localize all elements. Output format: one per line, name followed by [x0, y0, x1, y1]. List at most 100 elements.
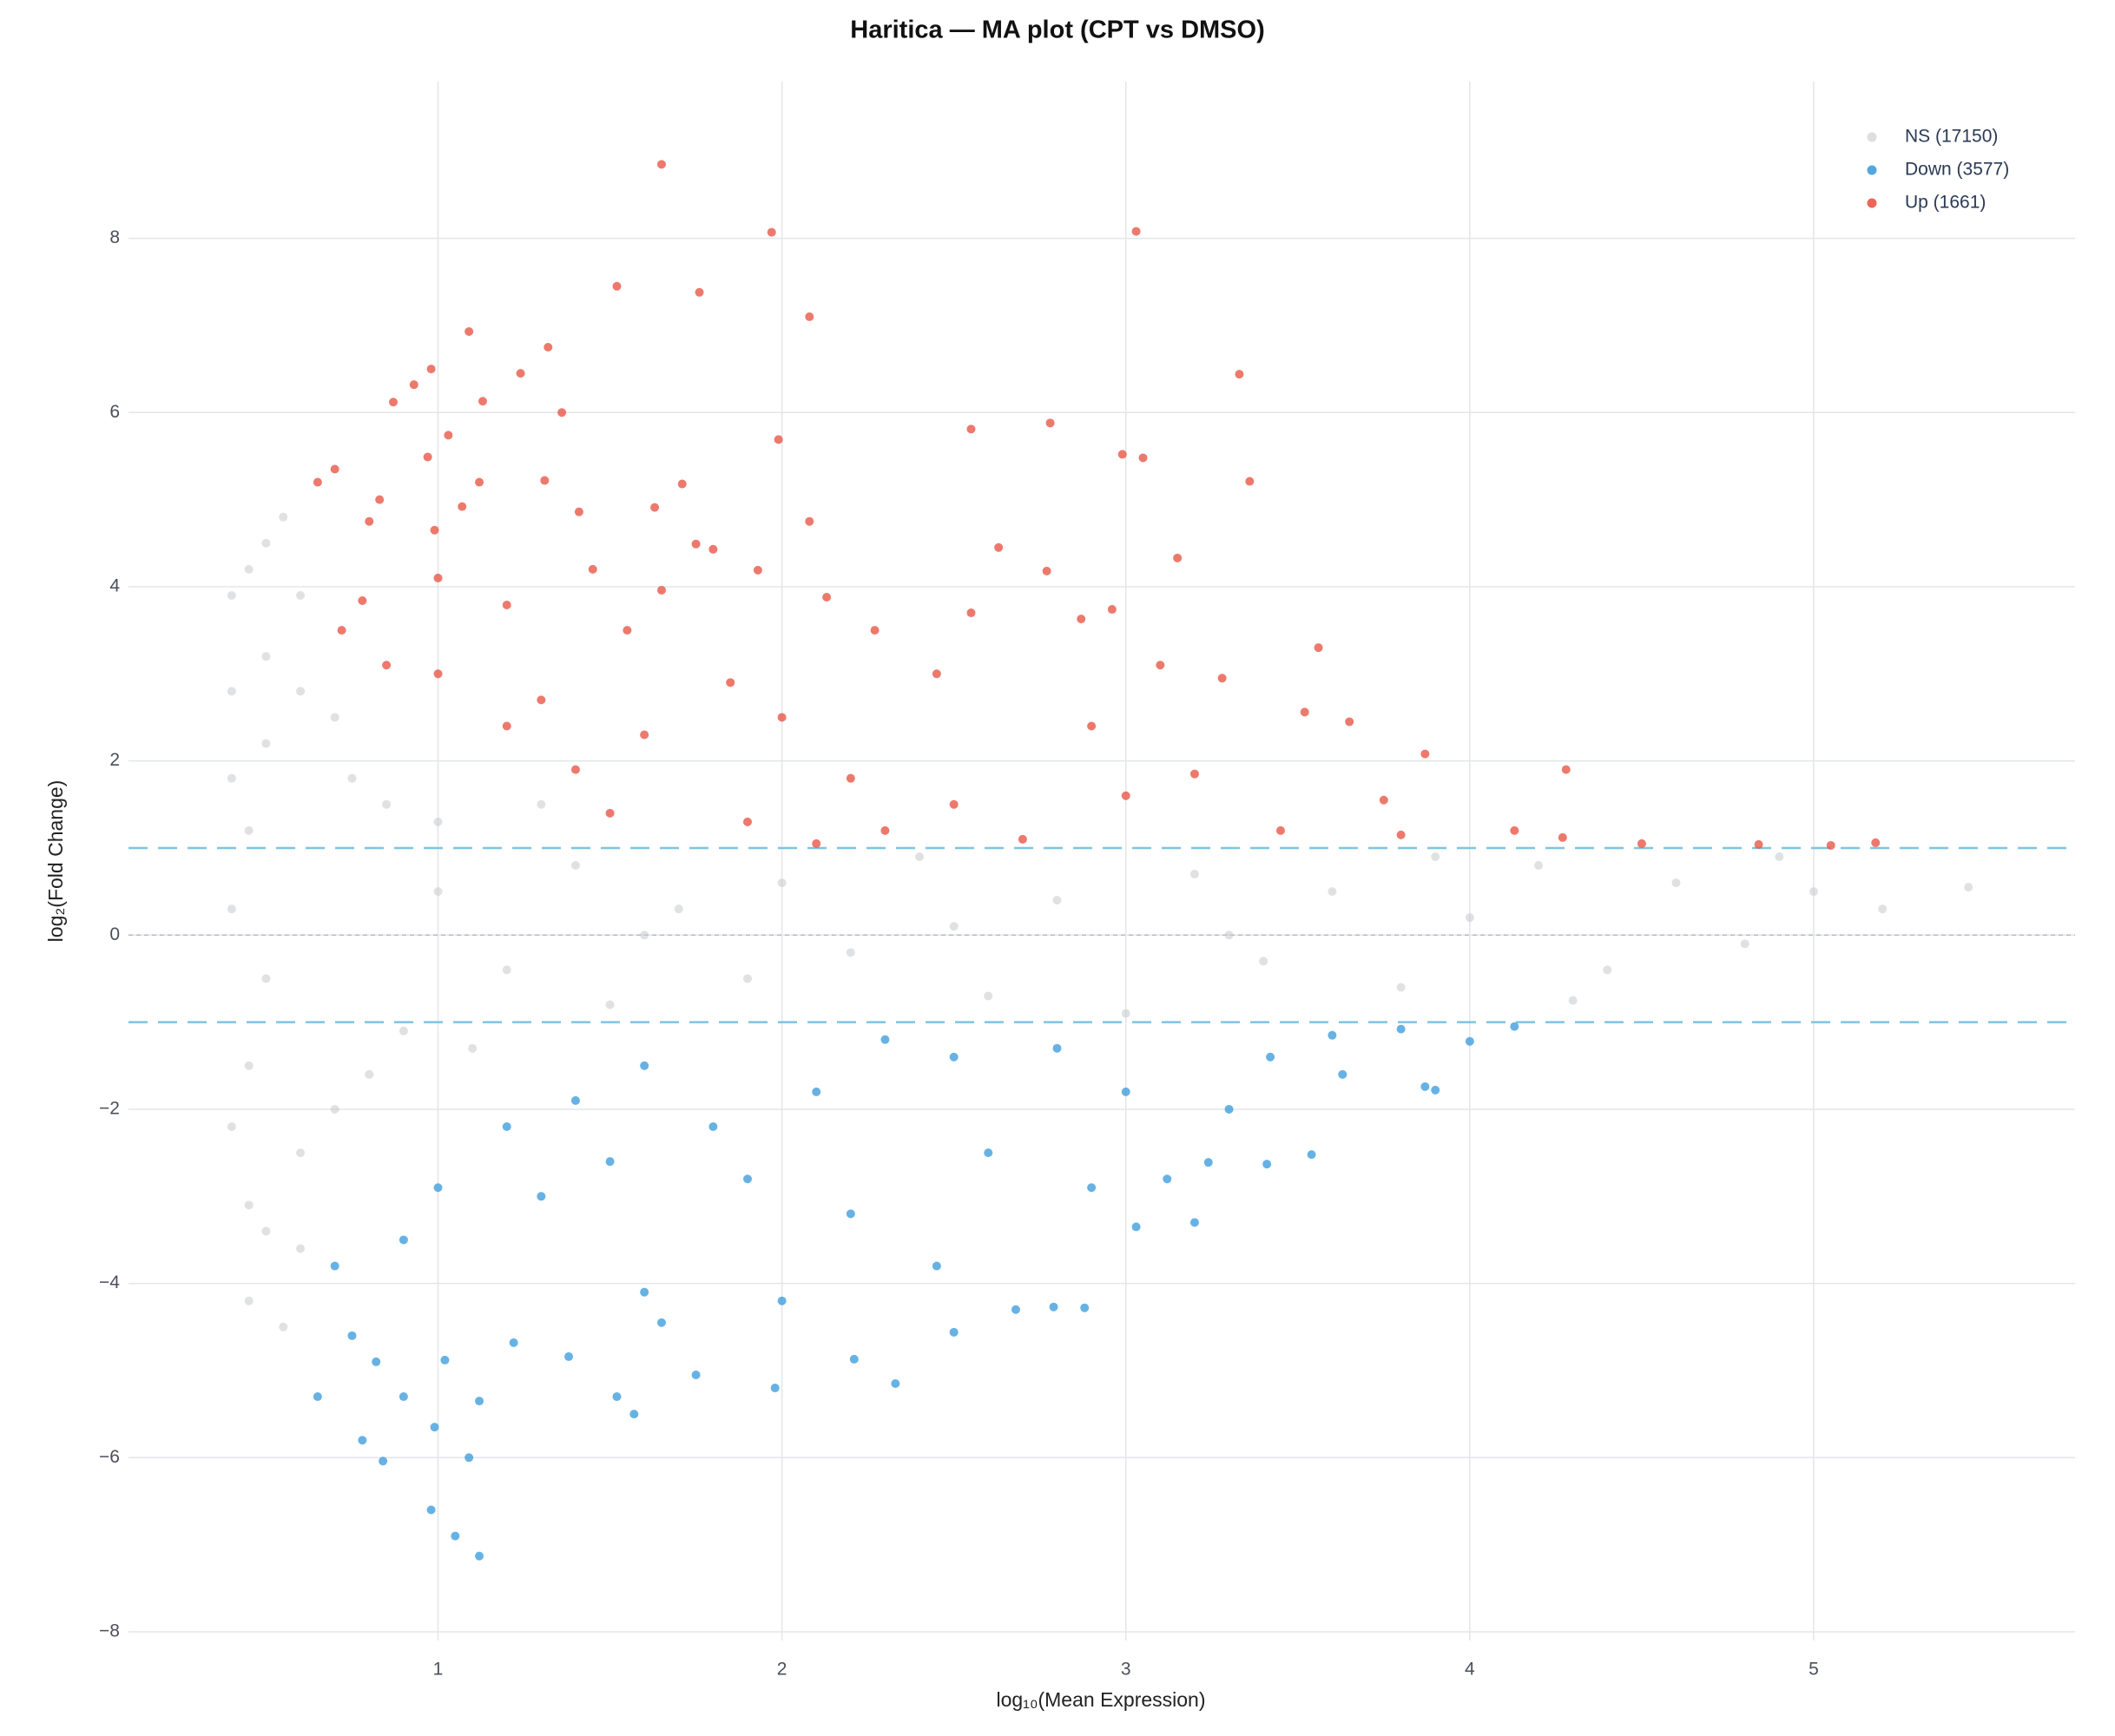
- point: [330, 1104, 339, 1114]
- point: [1300, 707, 1309, 717]
- point: [1396, 830, 1406, 839]
- point: [279, 1322, 288, 1332]
- point: [691, 539, 701, 549]
- point: [440, 1355, 450, 1364]
- point: [949, 799, 959, 809]
- point: [1121, 1087, 1130, 1096]
- point: [1262, 1160, 1272, 1169]
- point: [1266, 1052, 1275, 1062]
- point: [1203, 1158, 1213, 1167]
- x-tick-label: 3: [1121, 1660, 1131, 1680]
- point: [409, 380, 418, 390]
- point: [1275, 825, 1285, 835]
- x-tick-label: 1: [433, 1660, 444, 1680]
- point: [1163, 1174, 1172, 1184]
- point: [444, 431, 453, 440]
- y-tick-label: −6: [99, 1447, 120, 1467]
- point: [605, 808, 615, 818]
- point: [1080, 1303, 1090, 1312]
- legend: NS (17150) Down (3577) Up (1661): [1867, 127, 2009, 213]
- point: [365, 516, 374, 526]
- point: [966, 424, 976, 434]
- point: [949, 1327, 959, 1337]
- point: [640, 730, 649, 740]
- point: [1087, 1183, 1097, 1193]
- point: [1052, 896, 1062, 905]
- chart-title: Haritica — MA plot (CPT vs DMSO): [850, 16, 1264, 44]
- point: [478, 397, 487, 406]
- point: [433, 669, 443, 679]
- point: [379, 1457, 388, 1466]
- point: [1173, 553, 1183, 562]
- point: [1740, 939, 1749, 949]
- y-tick-label: 4: [109, 575, 120, 595]
- y-tick-label: −4: [99, 1272, 120, 1292]
- point: [605, 1000, 615, 1009]
- point: [502, 965, 511, 975]
- point: [650, 503, 660, 512]
- point: [537, 695, 546, 705]
- point: [623, 626, 632, 635]
- point: [465, 326, 474, 336]
- point: [846, 773, 855, 783]
- y-tick-label: −2: [99, 1099, 120, 1119]
- point: [849, 1354, 859, 1364]
- point: [1138, 453, 1148, 463]
- x-tick-label: 2: [777, 1660, 787, 1680]
- point: [1379, 795, 1388, 805]
- point: [399, 1026, 408, 1036]
- point: [1049, 1302, 1058, 1312]
- point: [244, 1296, 254, 1305]
- point: [1510, 825, 1519, 835]
- point: [1420, 1082, 1430, 1091]
- point: [805, 312, 814, 321]
- point: [846, 948, 855, 957]
- point: [880, 1035, 890, 1044]
- point: [708, 1122, 718, 1132]
- point: [674, 904, 683, 914]
- point: [557, 408, 567, 418]
- point: [261, 1226, 271, 1236]
- y-tick-label: −8: [99, 1621, 120, 1641]
- point: [932, 669, 941, 679]
- point: [743, 974, 753, 983]
- point: [358, 1436, 367, 1445]
- point: [502, 601, 511, 610]
- point: [1042, 566, 1051, 575]
- point: [812, 1087, 821, 1096]
- legend-marker: [1867, 165, 1877, 175]
- point: [629, 1410, 639, 1419]
- point: [574, 507, 583, 516]
- point: [1131, 1222, 1141, 1232]
- point: [677, 479, 687, 489]
- point: [475, 1397, 484, 1406]
- point: [1107, 605, 1117, 615]
- point: [227, 687, 236, 696]
- point: [774, 435, 783, 444]
- point: [1045, 418, 1055, 428]
- point: [475, 1551, 484, 1561]
- point: [708, 544, 718, 554]
- point: [330, 713, 339, 722]
- point: [1117, 450, 1127, 459]
- point: [1510, 1022, 1519, 1031]
- series: [313, 1022, 1519, 1561]
- point: [1561, 765, 1571, 774]
- point: [261, 652, 271, 661]
- legend-marker: [1867, 198, 1877, 208]
- point: [949, 1052, 959, 1062]
- x-axis-label: log₁₀(Mean Expression): [996, 1688, 1205, 1711]
- point: [1018, 834, 1027, 844]
- point: [767, 227, 776, 237]
- point: [399, 1392, 408, 1402]
- point: [1775, 852, 1784, 861]
- point: [1603, 965, 1612, 975]
- point: [1568, 996, 1578, 1005]
- point: [605, 1157, 615, 1167]
- x-tick-label: 5: [1809, 1660, 1819, 1680]
- point: [382, 799, 392, 809]
- point: [1465, 913, 1474, 923]
- point: [1011, 1305, 1020, 1314]
- point: [1189, 870, 1199, 879]
- point: [640, 1061, 649, 1070]
